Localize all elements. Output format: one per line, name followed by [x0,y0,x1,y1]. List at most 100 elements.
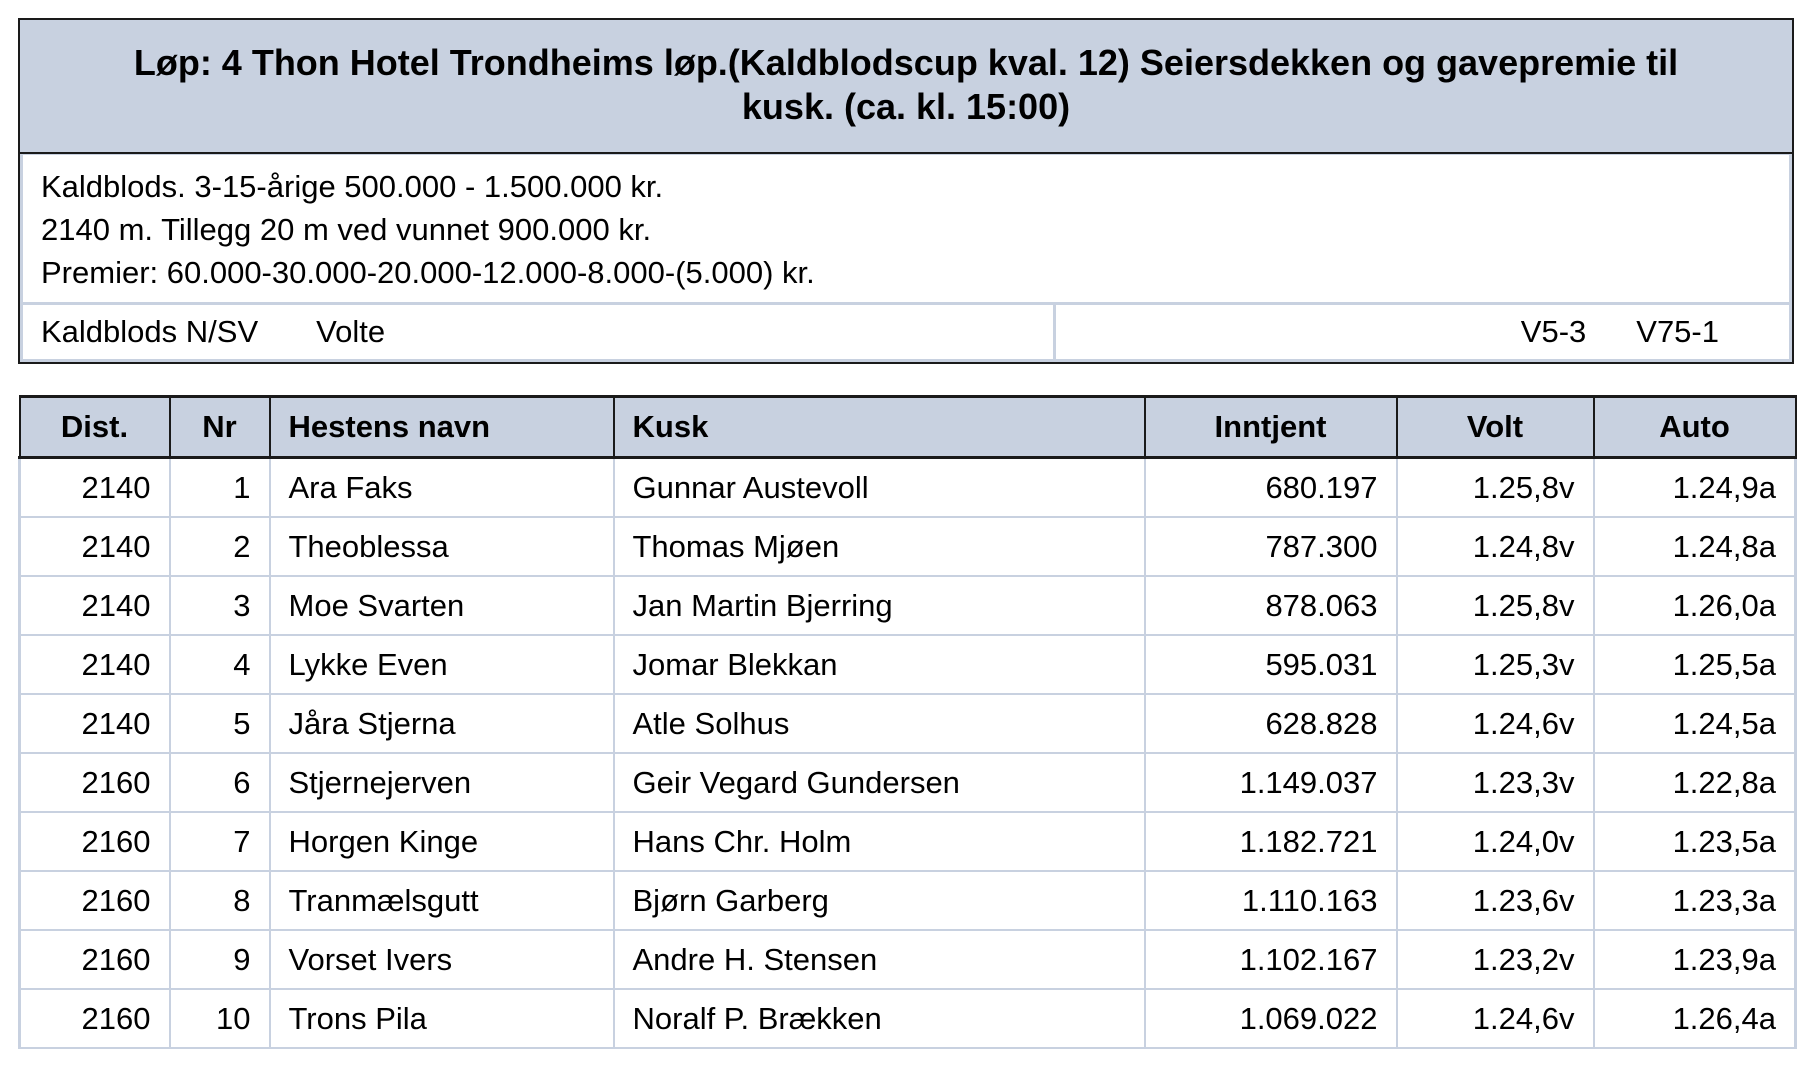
cell-driver: Hans Chr. Holm [612,811,1146,872]
table-row: 2160 6 Stjernejerven Geir Vegard Gundersen 1… [18,752,1797,813]
race-start-type: Volte [316,314,386,349]
cell-earnings: 595.031 [1143,634,1398,695]
cell-dist: 2160 [18,870,171,931]
cell-nr: 5 [168,693,271,754]
race-header-box: Løp: 4 Thon Hotel Trondheims løp.(Kaldbl… [18,18,1794,364]
cell-dist: 2140 [18,516,171,577]
cell-nr: 7 [168,811,271,872]
cell-earnings: 1.102.167 [1143,929,1398,990]
table-row: 2160 7 Horgen Kinge Hans Chr. Holm 1.182.721… [18,811,1797,872]
cell-volt-record: 1.24,6v [1395,988,1595,1049]
cell-horse-name: Moe Svarten [268,575,615,636]
cell-driver: Geir Vegard Gundersen [612,752,1146,813]
col-header-nr: Nr [168,395,271,459]
cell-earnings: 628.828 [1143,693,1398,754]
cell-auto-record: 1.26,4a [1592,988,1797,1049]
cell-nr: 2 [168,516,271,577]
game-type-v5: V5-3 [1520,314,1587,349]
cell-horse-name: Trons Pila [268,988,615,1049]
table-row: 2140 2 Theoblessa Thomas Mjøen 787.300 1.24,8… [18,516,1797,577]
cell-auto-record: 1.26,0a [1592,575,1797,636]
cell-earnings: 1.149.037 [1143,752,1398,813]
cell-auto-record: 1.23,9a [1592,929,1797,990]
cell-dist: 2160 [18,811,171,872]
cell-nr: 6 [168,752,271,813]
cell-earnings: 680.197 [1143,456,1398,518]
cell-auto-record: 1.23,5a [1592,811,1797,872]
race-title-line1: Løp: 4 Thon Hotel Trondheims løp.(Kaldbl… [133,42,1679,83]
cell-dist: 2140 [18,693,171,754]
race-meta-row: Kaldblods N/SV Volte V5-3 V75-1 [20,302,1792,362]
cell-auto-record: 1.24,5a [1592,693,1797,754]
race-meta-left: Kaldblods N/SV Volte [23,305,1056,359]
cell-auto-record: 1.22,8a [1592,752,1797,813]
cell-volt-record: 1.24,0v [1395,811,1595,872]
col-header-dist: Dist. [18,395,171,459]
race-title-line2: kusk. (ca. kl. 15:00) [741,86,1071,127]
cell-earnings: 787.300 [1143,516,1398,577]
cell-auto-record: 1.25,5a [1592,634,1797,695]
cell-nr: 1 [168,456,271,518]
cell-nr: 10 [168,988,271,1049]
cell-volt-record: 1.25,8v [1395,456,1595,518]
race-condition-line: 2140 m. Tillegg 20 m ved vunnet 900.000 … [41,212,652,247]
cell-horse-name: Tranmælsgutt [268,870,615,931]
cell-volt-record: 1.24,6v [1395,693,1595,754]
cell-volt-record: 1.23,6v [1395,870,1595,931]
cell-driver: Bjørn Garberg [612,870,1146,931]
cell-driver: Jan Martin Bjerring [612,575,1146,636]
col-header-driver: Kusk [612,395,1146,459]
race-category: Kaldblods N/SV [41,314,259,349]
cell-auto-record: 1.24,9a [1592,456,1797,518]
cell-earnings: 878.063 [1143,575,1398,636]
cell-dist: 2140 [18,634,171,695]
cell-dist: 2160 [18,929,171,990]
race-condition-line: Kaldblods. 3-15-årige 500.000 - 1.500.00… [41,169,664,204]
cell-horse-name: Ara Faks [268,456,615,518]
cell-earnings: 1.069.022 [1143,988,1398,1049]
cell-dist: 2160 [18,752,171,813]
cell-driver: Gunnar Austevoll [612,456,1146,518]
cell-volt-record: 1.25,8v [1395,575,1595,636]
cell-volt-record: 1.25,3v [1395,634,1595,695]
cell-driver: Atle Solhus [612,693,1146,754]
cell-volt-record: 1.23,2v [1395,929,1595,990]
table-row: 2160 8 Tranmælsgutt Bjørn Garberg 1.110.163 1… [18,870,1797,931]
cell-auto-record: 1.24,8a [1592,516,1797,577]
race-title: Løp: 4 Thon Hotel Trondheims løp.(Kaldbl… [20,20,1792,154]
table-row: 2160 10 Trons Pila Noralf P. Brækken 1.069.0… [18,988,1797,1049]
table-header-row: Dist. Nr Hestens navn Kusk Inntjent Volt… [18,395,1797,459]
cell-driver: Noralf P. Brækken [612,988,1146,1049]
cell-nr: 3 [168,575,271,636]
entries-table: Dist. Nr Hestens navn Kusk Inntjent Volt… [18,395,1797,1049]
cell-driver: Jomar Blekkan [612,634,1146,695]
race-condition-line: Premier: 60.000-30.000-20.000-12.000-8.0… [41,255,815,290]
cell-earnings: 1.110.163 [1143,870,1398,931]
cell-volt-record: 1.23,3v [1395,752,1595,813]
col-header-earnings: Inntjent [1143,395,1398,459]
game-type-v75: V75-1 [1636,314,1719,349]
table-row: 2140 3 Moe Svarten Jan Martin Bjerring 878.0… [18,575,1797,636]
cell-driver: Thomas Mjøen [612,516,1146,577]
cell-nr: 8 [168,870,271,931]
cell-dist: 2160 [18,988,171,1049]
col-header-auto: Auto [1592,395,1797,459]
cell-horse-name: Horgen Kinge [268,811,615,872]
table-row: 2160 9 Vorset Ivers Andre H. Stensen 1.102.1… [18,929,1797,990]
cell-horse-name: Jåra Stjerna [268,693,615,754]
col-header-horse: Hestens navn [268,395,615,459]
col-header-volt: Volt [1395,395,1595,459]
cell-horse-name: Lykke Even [268,634,615,695]
cell-volt-record: 1.24,8v [1395,516,1595,577]
cell-nr: 4 [168,634,271,695]
entries-body: 2140 1 Ara Faks Gunnar Austevoll 680.197 1.25… [18,456,1797,1049]
cell-horse-name: Stjernejerven [268,752,615,813]
cell-dist: 2140 [18,575,171,636]
table-row: 2140 5 Jåra Stjerna Atle Solhus 628.828 1.24,… [18,693,1797,754]
cell-driver: Andre H. Stensen [612,929,1146,990]
cell-horse-name: Theoblessa [268,516,615,577]
race-meta-right: V5-3 V75-1 [1056,305,1789,359]
table-row: 2140 1 Ara Faks Gunnar Austevoll 680.197 1.25… [18,456,1797,518]
cell-dist: 2140 [18,456,171,518]
cell-horse-name: Vorset Ivers [268,929,615,990]
